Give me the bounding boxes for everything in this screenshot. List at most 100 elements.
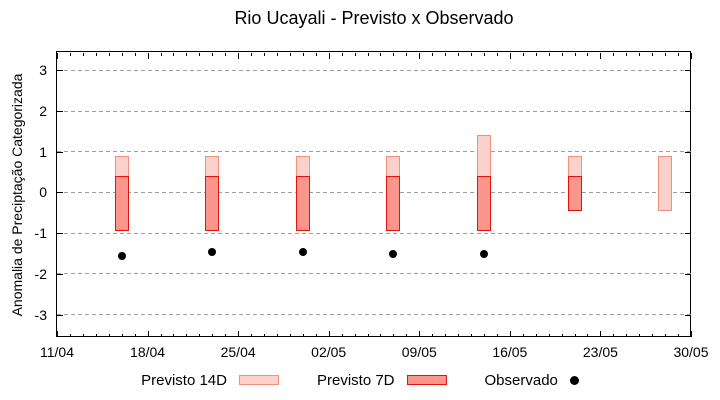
x-tick-minor-bottom — [626, 334, 628, 337]
x-tick-minor-bottom — [496, 334, 498, 337]
x-tick-minor-bottom — [82, 334, 84, 337]
observado-point — [298, 247, 307, 256]
x-tick-minor-top — [587, 53, 589, 56]
x-tick-minor-top — [121, 53, 123, 56]
x-tick-minor-top — [535, 53, 537, 56]
y-tick-left — [57, 192, 63, 194]
x-tick-minor-bottom — [561, 334, 563, 337]
x-tick-minor-top — [665, 53, 667, 56]
x-tick-major-top — [238, 53, 240, 59]
legend-item-previsto-14d: Previsto 14D — [141, 372, 279, 389]
grid-line — [57, 191, 691, 193]
legend: Previsto 14D Previsto 7D Observado — [0, 367, 720, 393]
x-tick-minor-bottom — [393, 334, 395, 337]
x-tick-major-top — [147, 53, 149, 59]
x-tick-minor-bottom — [354, 334, 356, 337]
x-tick-minor-bottom — [535, 334, 537, 337]
x-tick-minor-top — [341, 53, 343, 56]
y-tick-right — [685, 233, 691, 235]
x-tick-major-top — [419, 53, 421, 59]
x-tick-major-bottom — [328, 331, 330, 337]
x-tick-label: 11/04 — [40, 344, 74, 360]
x-tick-minor-bottom — [665, 334, 667, 337]
plot-area — [56, 51, 691, 337]
x-tick-minor-top — [199, 53, 201, 56]
x-tick-minor-top — [276, 53, 278, 56]
y-tick-label: 0 — [39, 184, 47, 201]
x-tick-minor-bottom — [302, 334, 304, 337]
previsto-7d-bar — [114, 176, 129, 232]
x-tick-minor-top — [315, 53, 317, 56]
y-tick-right — [685, 273, 691, 275]
x-tick-major-bottom — [238, 331, 240, 337]
previsto-14d-swatch-icon — [238, 375, 279, 385]
grid-line — [57, 314, 691, 316]
x-tick-minor-bottom — [406, 334, 408, 337]
grid-line — [57, 69, 691, 71]
x-tick-minor-bottom — [367, 334, 369, 337]
x-tick-minor-top — [432, 53, 434, 56]
y-tick-left — [57, 111, 63, 113]
x-tick-minor-bottom — [652, 334, 654, 337]
x-tick-label: 02/05 — [311, 344, 347, 360]
legend-label-observado: Observado — [484, 371, 558, 389]
x-tick-minor-top — [212, 53, 214, 56]
previsto-14d-bar — [658, 155, 673, 211]
x-tick-major-bottom — [147, 331, 149, 337]
x-tick-major-bottom — [691, 331, 692, 337]
legend-item-observado: Observado — [485, 372, 579, 389]
x-tick-minor-top — [678, 53, 680, 56]
y-tick-label: 1 — [39, 143, 47, 160]
x-tick-minor-top — [108, 53, 110, 56]
x-tick-label: 23/05 — [582, 344, 618, 360]
x-tick-minor-bottom — [587, 334, 589, 337]
previsto-7d-bar — [567, 176, 582, 211]
x-tick-major-top — [328, 53, 330, 59]
previsto-7d-bar — [295, 176, 310, 232]
x-tick-minor-top — [69, 53, 71, 56]
x-tick-minor-top — [367, 53, 369, 56]
y-tick-left — [57, 273, 63, 275]
x-tick-minor-top — [264, 53, 266, 56]
x-tick-minor-top — [225, 53, 227, 56]
x-tick-major-top — [57, 53, 58, 59]
x-tick-minor-bottom — [315, 334, 317, 337]
x-tick-major-top — [509, 53, 511, 59]
x-tick-minor-bottom — [548, 334, 550, 337]
x-tick-minor-top — [160, 53, 162, 56]
x-tick-minor-bottom — [108, 334, 110, 337]
x-tick-minor-top — [613, 53, 615, 56]
grid-line — [57, 110, 691, 112]
x-tick-minor-top — [302, 53, 304, 56]
y-tick-right — [685, 192, 691, 194]
x-tick-label: 30/05 — [673, 344, 709, 360]
x-tick-minor-bottom — [678, 334, 680, 337]
x-tick-minor-top — [626, 53, 628, 56]
x-tick-major-bottom — [600, 331, 602, 337]
y-tick-left — [57, 233, 63, 235]
x-tick-minor-top — [393, 53, 395, 56]
x-tick-minor-bottom — [483, 334, 485, 337]
x-tick-minor-bottom — [186, 334, 188, 337]
x-tick-label: 18/04 — [130, 344, 166, 360]
x-tick-minor-bottom — [212, 334, 214, 337]
y-tick-left — [57, 70, 63, 72]
grid-line — [57, 232, 691, 234]
x-tick-minor-top — [548, 53, 550, 56]
x-tick-minor-top — [522, 53, 524, 56]
y-tick-label: 2 — [39, 103, 47, 120]
x-tick-minor-top — [458, 53, 460, 56]
x-tick-minor-bottom — [199, 334, 201, 337]
x-tick-major-bottom — [509, 331, 511, 337]
x-tick-minor-top — [445, 53, 447, 56]
y-tick-left — [57, 314, 63, 316]
x-tick-minor-bottom — [225, 334, 227, 337]
x-tick-minor-bottom — [574, 334, 576, 337]
x-tick-minor-bottom — [276, 334, 278, 337]
y-tick-right — [685, 111, 691, 113]
legend-label-previsto-14d: Previsto 14D — [141, 371, 227, 389]
y-tick-label: 3 — [39, 62, 47, 79]
y-tick-right — [685, 70, 691, 72]
x-tick-minor-top — [496, 53, 498, 56]
